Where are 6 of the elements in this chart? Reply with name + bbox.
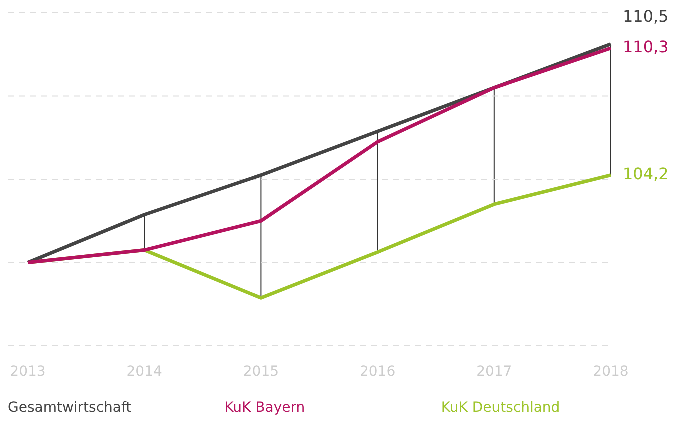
text: Gesamtwirtschaft bbox=[8, 400, 133, 416]
text: KuK Deutschland bbox=[441, 400, 562, 416]
data-label: 104,2 bbox=[623, 164, 669, 184]
data-label: 110,3 bbox=[623, 37, 669, 56]
text: KuK Bayern bbox=[224, 400, 306, 416]
data-label: 110,5 bbox=[623, 7, 669, 26]
